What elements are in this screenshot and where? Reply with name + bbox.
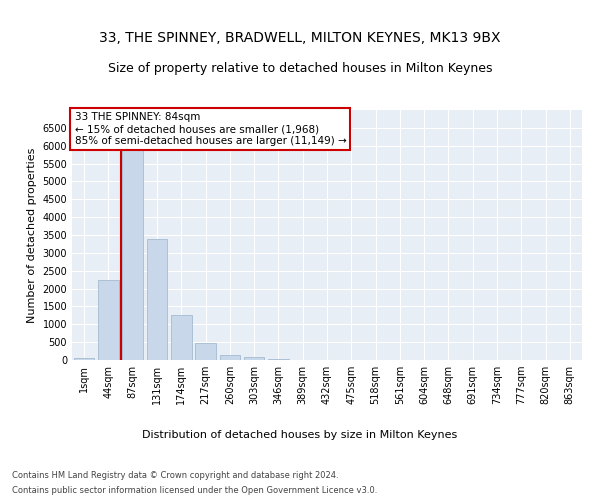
Text: Contains HM Land Registry data © Crown copyright and database right 2024.: Contains HM Land Registry data © Crown c…: [12, 471, 338, 480]
Bar: [146, 238, 167, 360]
Bar: [268, 359, 289, 360]
Text: Distribution of detached houses by size in Milton Keynes: Distribution of detached houses by size …: [142, 430, 458, 440]
Bar: [244, 358, 265, 360]
Bar: [98, 280, 119, 360]
Bar: [220, 354, 240, 360]
Text: Contains public sector information licensed under the Open Government Licence v3: Contains public sector information licen…: [12, 486, 377, 495]
Bar: [74, 358, 94, 360]
Text: 33 THE SPINNEY: 84sqm
← 15% of detached houses are smaller (1,968)
85% of semi-d: 33 THE SPINNEY: 84sqm ← 15% of detached …: [74, 112, 346, 146]
Text: 33, THE SPINNEY, BRADWELL, MILTON KEYNES, MK13 9BX: 33, THE SPINNEY, BRADWELL, MILTON KEYNES…: [99, 31, 501, 45]
Bar: [122, 130, 143, 360]
Bar: [171, 316, 191, 360]
Y-axis label: Number of detached properties: Number of detached properties: [27, 148, 37, 322]
Text: Size of property relative to detached houses in Milton Keynes: Size of property relative to detached ho…: [108, 62, 492, 75]
Bar: [195, 343, 216, 360]
